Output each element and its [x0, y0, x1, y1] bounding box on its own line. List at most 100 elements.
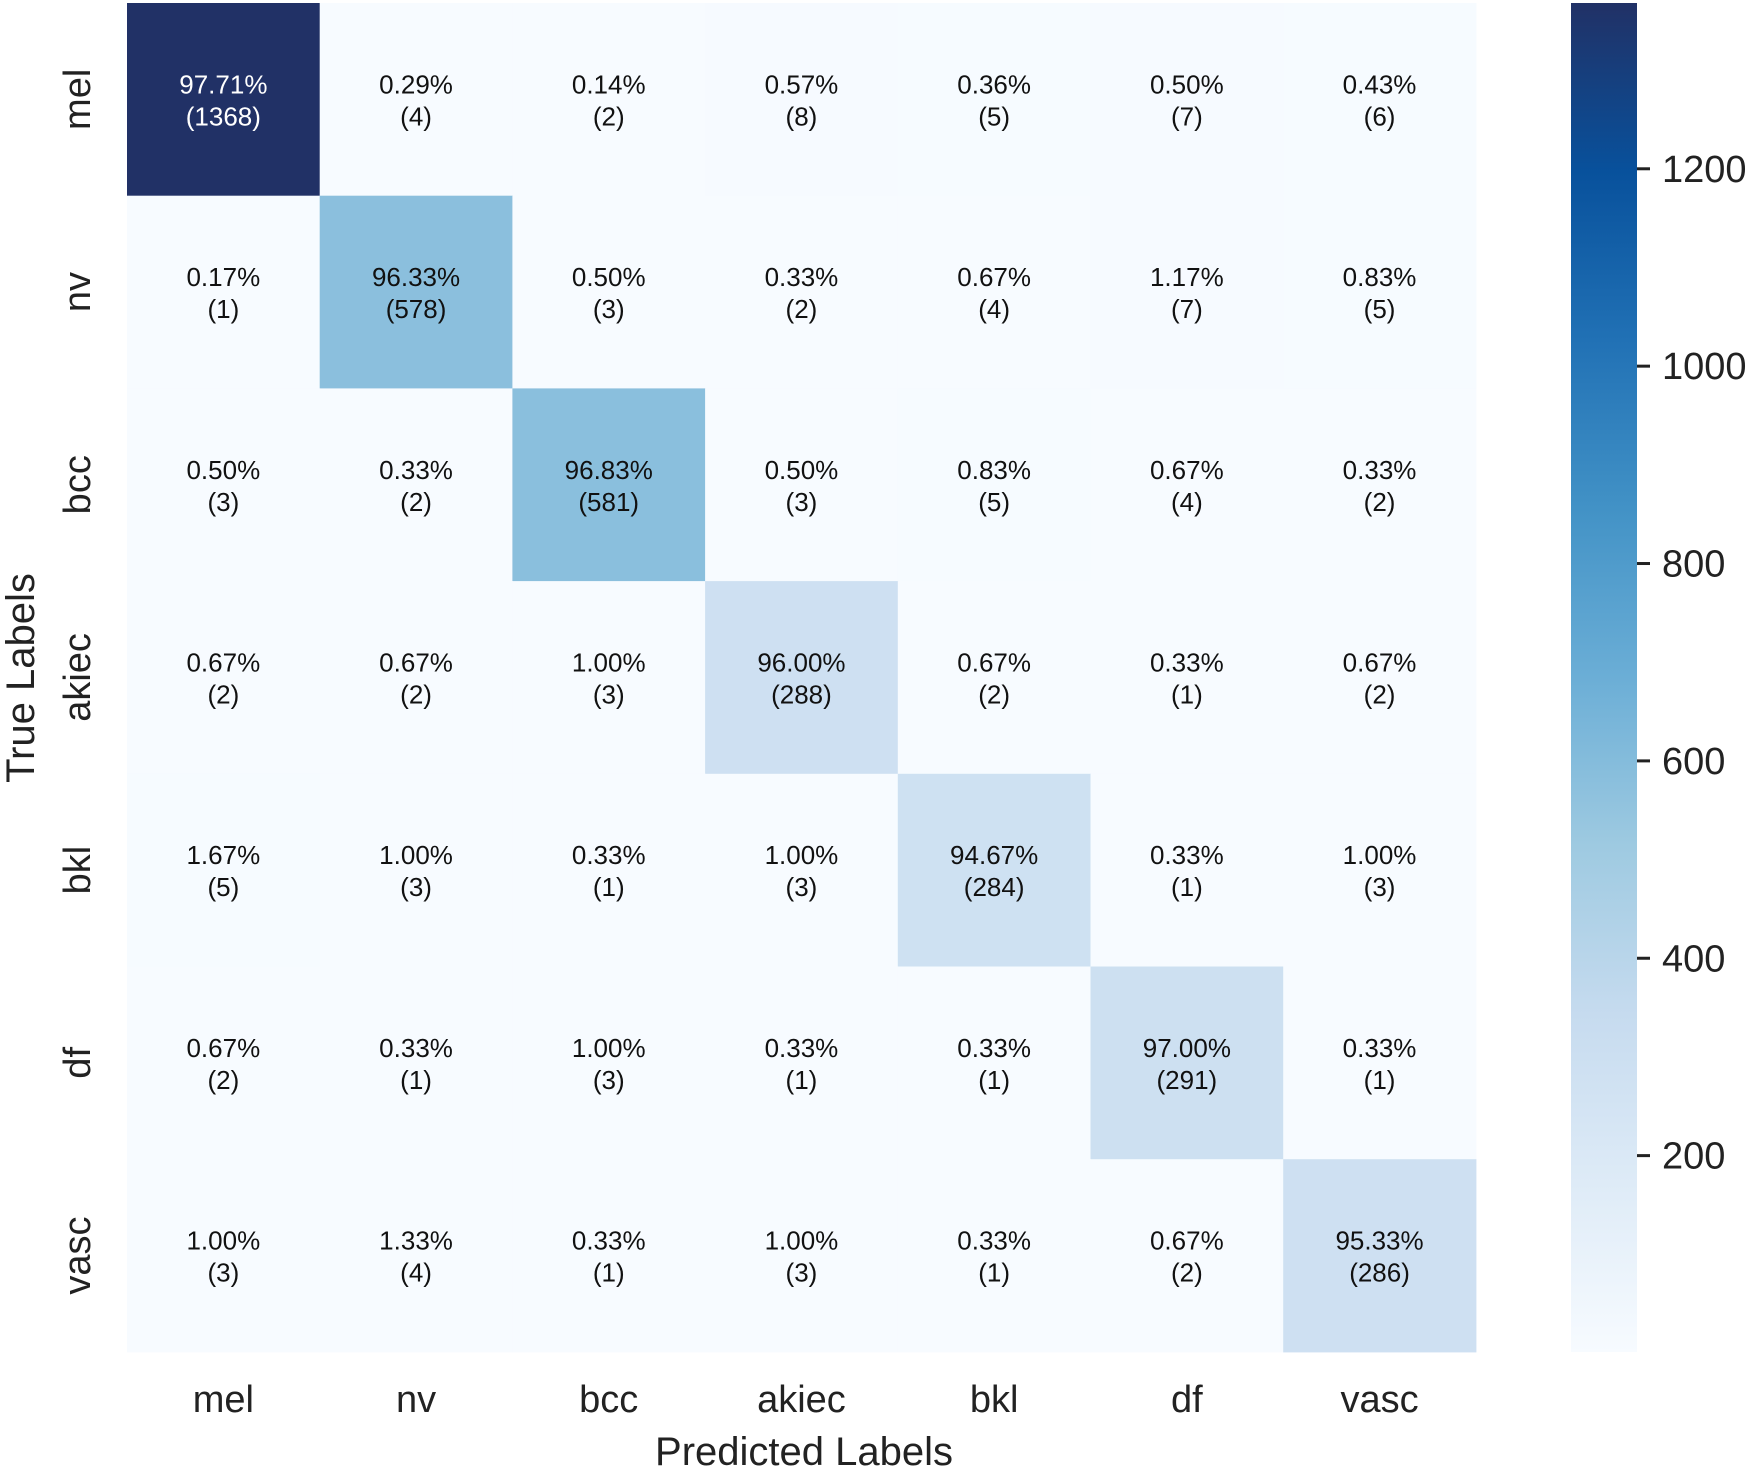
cell-count-label: (3) — [400, 872, 432, 902]
heatmap-cell — [512, 966, 706, 1160]
cell-count-label: (578) — [386, 294, 447, 324]
heatmap-cell — [897, 1159, 1091, 1353]
cell-percent-label: 97.00% — [1143, 1033, 1231, 1063]
cell-percent-label: 0.33% — [1150, 840, 1224, 870]
cell-count-label: (2) — [207, 1065, 239, 1095]
heatmap-cell — [127, 388, 321, 582]
cell-percent-label: 0.67% — [957, 262, 1031, 292]
cell-percent-label: 95.33% — [1335, 1226, 1423, 1256]
colorbar-tick-label: 1000 — [1662, 346, 1747, 388]
heatmap-cell — [897, 773, 1091, 967]
heatmap-cell — [897, 195, 1091, 389]
cell-count-label: (288) — [771, 679, 832, 709]
heatmap-cell — [1090, 1159, 1284, 1353]
heatmap-cell — [127, 773, 321, 967]
cell-percent-label: 0.67% — [957, 647, 1031, 677]
heatmap-cell — [705, 581, 899, 775]
cell-percent-label: 1.00% — [572, 1033, 646, 1063]
heatmap-cell — [1090, 581, 1284, 775]
cell-count-label: (1) — [593, 872, 625, 902]
heatmap-cell — [705, 773, 899, 967]
cell-count-label: (7) — [1171, 101, 1203, 131]
cell-count-label: (5) — [978, 101, 1010, 131]
heatmap-cell — [127, 1159, 321, 1353]
heatmap-cell — [897, 581, 1091, 775]
cell-count-label: (4) — [1171, 487, 1203, 517]
cell-percent-label: 0.67% — [1150, 455, 1224, 485]
cell-percent-label: 0.83% — [957, 455, 1031, 485]
y-tick-label: nv — [57, 272, 99, 312]
cell-count-label: (6) — [1364, 101, 1396, 131]
heatmap-cell — [1283, 1159, 1477, 1353]
cell-count-label: (1368) — [186, 101, 261, 131]
x-tick-label: bcc — [579, 1379, 638, 1421]
cell-percent-label: 0.50% — [572, 262, 646, 292]
x-tick-label: bkl — [970, 1379, 1019, 1421]
cell-count-label: (7) — [1171, 294, 1203, 324]
heatmap-cell — [512, 3, 706, 197]
heatmap-cell — [127, 195, 321, 389]
cell-percent-label: 0.83% — [1343, 262, 1417, 292]
heatmap-cell — [705, 1159, 899, 1353]
cell-percent-label: 1.17% — [1150, 262, 1224, 292]
cell-percent-label: 97.71% — [179, 69, 267, 99]
cell-percent-label: 1.00% — [379, 840, 453, 870]
cell-percent-label: 0.67% — [1150, 1226, 1224, 1256]
heatmap-cell — [127, 966, 321, 1160]
colorbar-tick-label: 200 — [1662, 1136, 1725, 1178]
heatmap-cell — [705, 966, 899, 1160]
heatmap-cell — [319, 195, 513, 389]
y-axis-label: True Labels — [0, 573, 43, 783]
heatmap-cell — [127, 3, 321, 197]
cell-count-label: (581) — [578, 487, 639, 517]
cell-percent-label: 0.33% — [379, 455, 453, 485]
cell-count-label: (1) — [400, 1065, 432, 1095]
cell-count-label: (3) — [593, 679, 625, 709]
cell-percent-label: 0.33% — [572, 1226, 646, 1256]
x-tick-label: akiec — [757, 1379, 846, 1421]
heatmap-cell — [1283, 581, 1477, 775]
cell-percent-label: 1.67% — [186, 840, 260, 870]
cell-percent-label: 0.33% — [957, 1226, 1031, 1256]
cell-percent-label: 0.50% — [186, 455, 260, 485]
heatmap-cell — [512, 1159, 706, 1353]
heatmap-cell — [1283, 3, 1477, 197]
cell-percent-label: 0.67% — [186, 1033, 260, 1063]
cell-percent-label: 96.33% — [372, 262, 460, 292]
colorbar-tick-label: 1200 — [1662, 149, 1747, 191]
cell-count-label: (4) — [400, 101, 432, 131]
cell-count-label: (3) — [593, 1065, 625, 1095]
heatmap-cell — [1283, 966, 1477, 1160]
cell-count-label: (1) — [207, 294, 239, 324]
heatmap-cell — [1283, 195, 1477, 389]
colorbar-tick-label: 600 — [1662, 741, 1725, 783]
cell-count-label: (3) — [786, 487, 818, 517]
cell-percent-label: 0.33% — [1150, 647, 1224, 677]
cell-percent-label: 0.50% — [765, 455, 839, 485]
cell-count-label: (3) — [1364, 872, 1396, 902]
cell-count-label: (4) — [978, 294, 1010, 324]
cell-percent-label: 0.67% — [379, 647, 453, 677]
heatmap-cell — [1283, 773, 1477, 967]
cell-count-label: (2) — [207, 679, 239, 709]
colorbar-tick-label: 800 — [1662, 544, 1725, 586]
cell-count-label: (1) — [1171, 872, 1203, 902]
heatmap-cell — [127, 581, 321, 775]
cell-count-label: (3) — [207, 487, 239, 517]
cell-percent-label: 1.00% — [572, 647, 646, 677]
colorbar — [1571, 3, 1637, 1352]
cell-percent-label: 1.33% — [379, 1226, 453, 1256]
cell-count-label: (3) — [786, 872, 818, 902]
heatmap-cell — [897, 388, 1091, 582]
cell-percent-label: 0.33% — [1343, 455, 1417, 485]
cell-percent-label: 1.00% — [186, 1226, 260, 1256]
cell-percent-label: 0.17% — [186, 262, 260, 292]
heatmap-cell — [319, 1159, 513, 1353]
cell-percent-label: 0.67% — [1343, 647, 1417, 677]
cell-percent-label: 1.00% — [1343, 840, 1417, 870]
cell-count-label: (291) — [1156, 1065, 1217, 1095]
cell-percent-label: 0.50% — [1150, 69, 1224, 99]
heatmap-cell — [319, 773, 513, 967]
cell-percent-label: 0.36% — [957, 69, 1031, 99]
